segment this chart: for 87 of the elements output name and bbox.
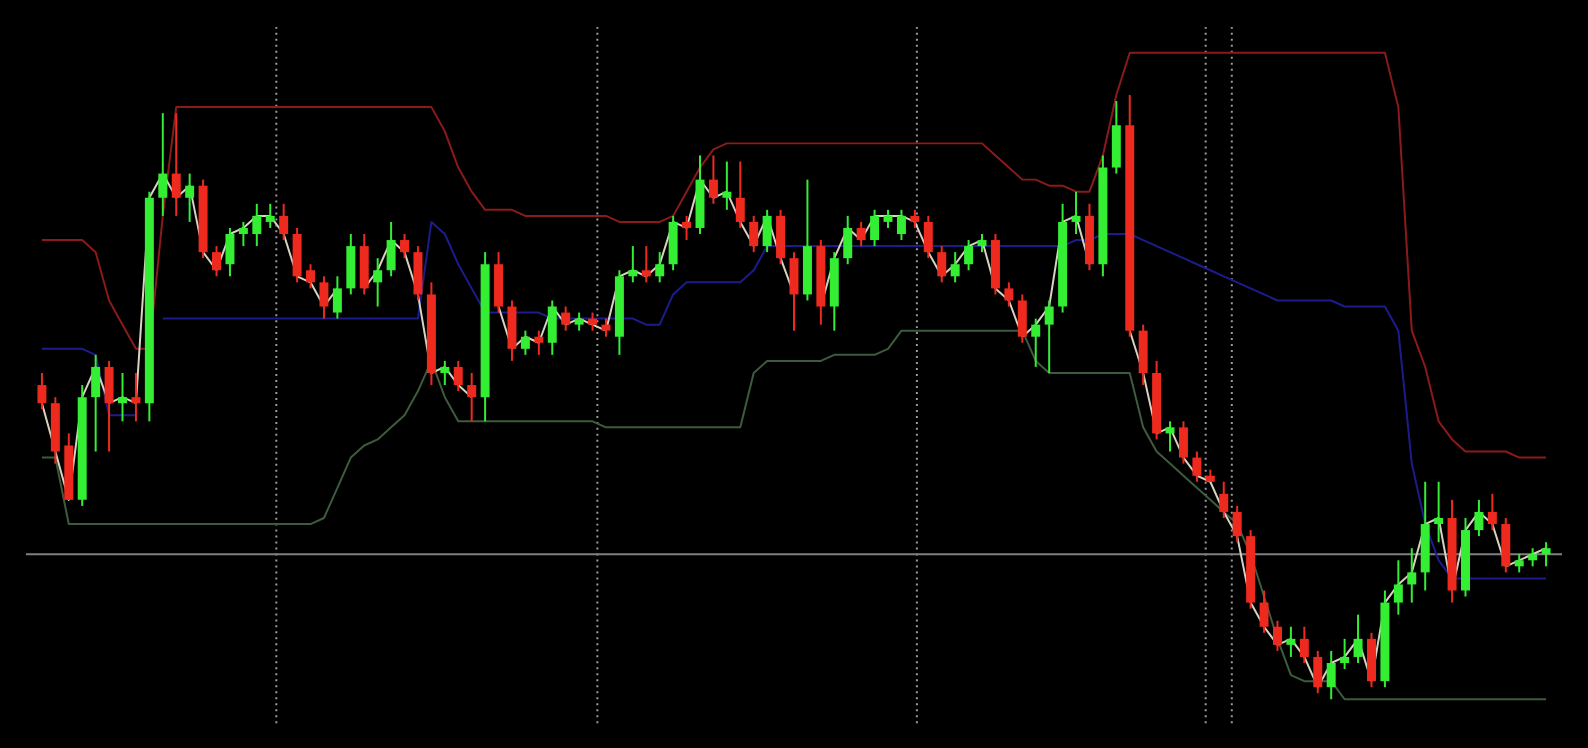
- candlestick: [977, 233, 987, 254]
- candlestick: [1353, 613, 1363, 665]
- candlestick: [212, 245, 221, 278]
- candlestick: [319, 275, 329, 320]
- candlestick: [440, 359, 450, 387]
- candlestick: [292, 226, 302, 284]
- candlestick: [588, 311, 598, 332]
- candlestick: [265, 202, 275, 229]
- candlestick: [722, 160, 732, 211]
- candlestick: [1514, 553, 1524, 574]
- candlestick: [373, 257, 383, 308]
- candlestick: [856, 220, 866, 248]
- candlestick: [1434, 480, 1444, 544]
- candlestick: [1138, 323, 1148, 387]
- candlestick: [561, 305, 571, 332]
- candlestick: [279, 202, 289, 242]
- candlestick: [628, 245, 638, 284]
- candlestick: [37, 371, 47, 411]
- candlestick: [601, 317, 611, 338]
- candlestick: [1165, 420, 1175, 453]
- candlestick: [1004, 281, 1014, 308]
- candlestick: [937, 245, 947, 284]
- candlestick: [1340, 637, 1350, 671]
- candlestick: [225, 226, 235, 278]
- candlestick: [238, 220, 248, 248]
- candlestick: [843, 214, 853, 266]
- candlestick: [332, 275, 342, 320]
- candlestick: [453, 359, 463, 393]
- candlestick: [467, 371, 477, 423]
- candlestick: [870, 208, 880, 248]
- candlestick: [1326, 649, 1336, 701]
- candlestick: [171, 112, 181, 217]
- candlestick: [252, 202, 262, 248]
- candlestick: [641, 245, 651, 284]
- candlestick: [104, 359, 114, 453]
- candlestick: [386, 220, 396, 278]
- candlestick: [1071, 190, 1081, 236]
- candlestick: [1487, 492, 1497, 532]
- candlestick: [413, 245, 423, 302]
- candlestick: [346, 233, 356, 296]
- candlestick: [1541, 541, 1551, 568]
- candlestick: [547, 299, 557, 356]
- candlestick: [1393, 559, 1403, 616]
- candlestick: [359, 233, 369, 296]
- candlestick: [1219, 480, 1229, 519]
- candlestick: [1313, 649, 1323, 695]
- candlestick: [534, 329, 544, 356]
- candlestick: [1299, 625, 1309, 665]
- candlestick: [1407, 547, 1417, 604]
- candlestick: [507, 299, 517, 362]
- candlestick: [682, 214, 692, 242]
- candlestick: [185, 172, 195, 223]
- candlestick: [950, 251, 960, 284]
- candlestick: [1528, 547, 1538, 568]
- candlestick: [708, 154, 718, 205]
- candlestick: [1031, 317, 1041, 368]
- candlestick: [735, 160, 745, 229]
- candlestick: [776, 208, 786, 266]
- candlestick: [400, 233, 410, 260]
- candlestick: [896, 208, 906, 242]
- candlestick: [118, 371, 127, 423]
- candlestick: [655, 251, 665, 284]
- candlestick: [762, 208, 772, 254]
- candlestick: [964, 239, 974, 272]
- candlestick: [1017, 293, 1027, 344]
- candlestick: [494, 251, 504, 314]
- candlestick: [1178, 420, 1188, 465]
- candlestick: [1192, 450, 1202, 483]
- candlestick: [668, 214, 678, 272]
- candlestick: [1286, 625, 1296, 658]
- candlestick: [1367, 631, 1376, 689]
- candlestick: [1474, 498, 1484, 538]
- candlestick: [158, 112, 168, 217]
- candlestick: [1044, 299, 1054, 374]
- candlestick: [1272, 619, 1282, 652]
- candlestick: [749, 214, 759, 254]
- candlestick: [574, 311, 584, 332]
- candlestick: [1501, 516, 1511, 574]
- candlestick: [131, 371, 141, 423]
- candlestick: [306, 263, 316, 290]
- candlestick: [1259, 589, 1269, 634]
- candlestick: [1232, 504, 1242, 544]
- candlestick: [910, 208, 920, 229]
- candlestick: [91, 353, 101, 453]
- candlestick: [520, 329, 530, 356]
- candlestick: [923, 214, 933, 260]
- candlestick: [1111, 100, 1121, 175]
